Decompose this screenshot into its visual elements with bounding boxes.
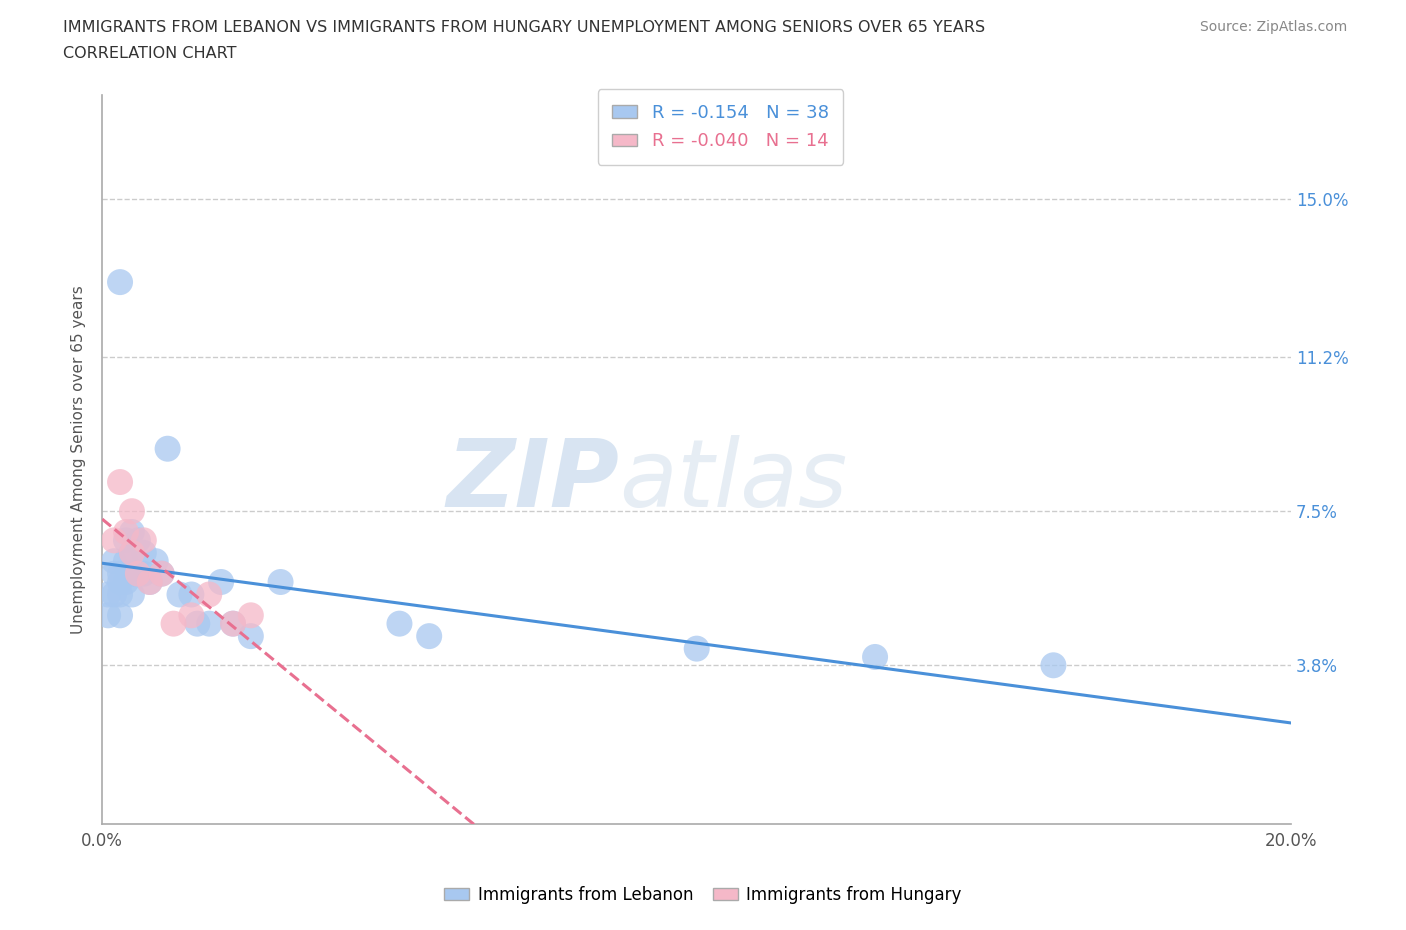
Point bbox=[121, 545, 143, 560]
Point bbox=[108, 587, 131, 602]
Point bbox=[863, 649, 886, 664]
Point bbox=[121, 504, 143, 519]
Point bbox=[239, 629, 262, 644]
Point bbox=[1042, 658, 1064, 672]
Point bbox=[418, 629, 440, 644]
Point bbox=[108, 274, 131, 289]
Legend: Immigrants from Lebanon, Immigrants from Hungary: Immigrants from Lebanon, Immigrants from… bbox=[437, 879, 969, 910]
Point bbox=[103, 553, 125, 568]
Point bbox=[97, 608, 120, 623]
Point bbox=[115, 525, 138, 539]
Point bbox=[115, 575, 138, 590]
Point bbox=[108, 575, 131, 590]
Point bbox=[169, 587, 191, 602]
Text: atlas: atlas bbox=[620, 435, 848, 526]
Text: IMMIGRANTS FROM LEBANON VS IMMIGRANTS FROM HUNGARY UNEMPLOYMENT AMONG SENIORS OV: IMMIGRANTS FROM LEBANON VS IMMIGRANTS FR… bbox=[63, 20, 986, 35]
Point bbox=[103, 566, 125, 581]
Point bbox=[198, 617, 221, 631]
Point bbox=[103, 533, 125, 548]
Text: Source: ZipAtlas.com: Source: ZipAtlas.com bbox=[1199, 20, 1347, 34]
Point bbox=[108, 566, 131, 581]
Text: CORRELATION CHART: CORRELATION CHART bbox=[63, 46, 236, 61]
Point bbox=[127, 533, 149, 548]
Point bbox=[180, 587, 202, 602]
Point bbox=[121, 525, 143, 539]
Point bbox=[162, 617, 184, 631]
Point bbox=[127, 566, 149, 581]
Text: ZIP: ZIP bbox=[447, 435, 620, 527]
Y-axis label: Unemployment Among Seniors over 65 years: Unemployment Among Seniors over 65 years bbox=[72, 285, 86, 633]
Point bbox=[239, 608, 262, 623]
Point bbox=[222, 617, 245, 631]
Point bbox=[115, 533, 138, 548]
Point bbox=[132, 566, 155, 581]
Point bbox=[121, 566, 143, 581]
Point bbox=[388, 617, 411, 631]
Point bbox=[209, 575, 232, 590]
Point bbox=[270, 575, 292, 590]
Point bbox=[127, 566, 149, 581]
Point bbox=[132, 533, 155, 548]
Point bbox=[145, 553, 167, 568]
Point bbox=[97, 587, 120, 602]
Point bbox=[121, 545, 143, 560]
Point bbox=[186, 617, 208, 631]
Point bbox=[121, 587, 143, 602]
Point bbox=[198, 587, 221, 602]
Point bbox=[150, 566, 173, 581]
Point bbox=[686, 641, 709, 656]
Point bbox=[139, 575, 162, 590]
Point bbox=[180, 608, 202, 623]
Point bbox=[222, 617, 245, 631]
Point bbox=[103, 587, 125, 602]
Point bbox=[108, 474, 131, 489]
Point bbox=[156, 441, 179, 456]
Point bbox=[150, 566, 173, 581]
Point bbox=[115, 553, 138, 568]
Point bbox=[132, 545, 155, 560]
Point bbox=[139, 575, 162, 590]
Point bbox=[108, 608, 131, 623]
Legend: R = -0.154   N = 38, R = -0.040   N = 14: R = -0.154 N = 38, R = -0.040 N = 14 bbox=[598, 89, 844, 165]
